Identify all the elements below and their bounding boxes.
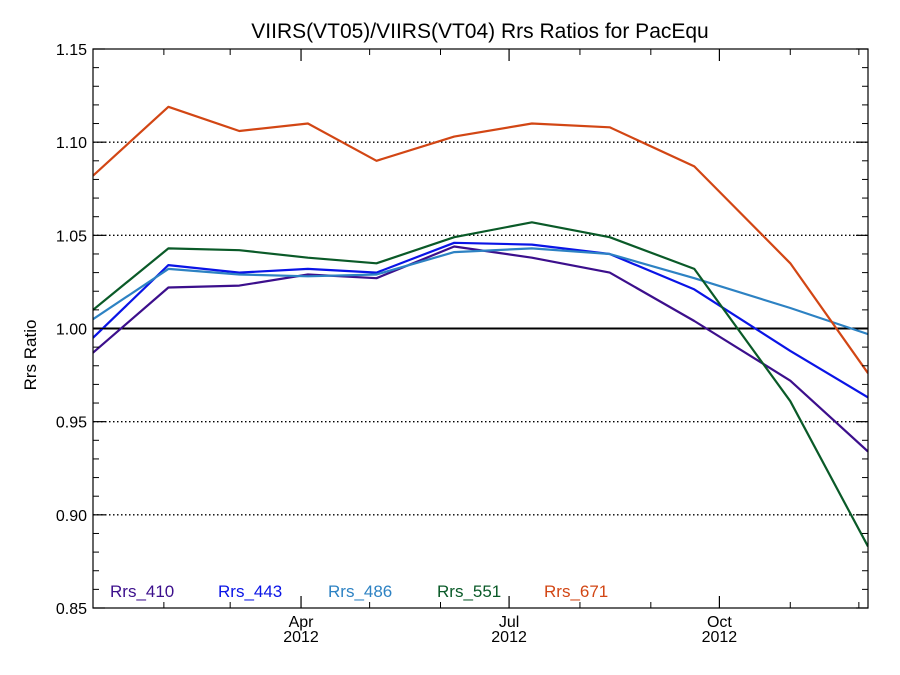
x-tick-year-oct: 2012 bbox=[702, 629, 738, 646]
series-line-rrs-443 bbox=[93, 241, 868, 399]
plot-frame bbox=[92, 48, 869, 609]
y-tick-label-0.90: 0.90 bbox=[56, 508, 87, 525]
legend-entry-rrs-486: Rrs_486 bbox=[328, 582, 392, 601]
legend: Rrs_410 Rrs_443 Rrs_486 Rrs_551 Rrs_671 bbox=[110, 582, 608, 601]
x-tick-year-apr: 2012 bbox=[283, 629, 319, 646]
legend-entry-rrs-443: Rrs_443 bbox=[218, 582, 282, 601]
legend-entry-rrs-551: Rrs_551 bbox=[437, 582, 501, 601]
gridlines bbox=[93, 141, 868, 516]
tick-labels: 0.850.900.951.001.051.101.15Apr2012Jul20… bbox=[56, 42, 737, 646]
y-tick-label-1.05: 1.05 bbox=[56, 228, 87, 245]
y-tick-label-1.15: 1.15 bbox=[56, 42, 87, 59]
y-tick-label-1.00: 1.00 bbox=[56, 322, 87, 339]
legend-entry-rrs-410: Rrs_410 bbox=[110, 582, 174, 601]
legend-entry-rrs-671: Rrs_671 bbox=[544, 582, 608, 601]
x-tick-label-jul: Jul bbox=[499, 614, 519, 631]
y-tick-label-0.95: 0.95 bbox=[56, 415, 87, 432]
y-axis-label: Rrs Ratio bbox=[21, 320, 40, 391]
y-tick-label-1.10: 1.10 bbox=[56, 135, 87, 152]
series-line-rrs-486 bbox=[93, 247, 868, 336]
series-line-rrs-671 bbox=[93, 105, 868, 374]
y-tick-label-0.85: 0.85 bbox=[56, 601, 87, 618]
chart-title: VIIRS(VT05)/VIIRS(VT04) Rrs Ratios for P… bbox=[251, 20, 708, 43]
series-line-rrs-551 bbox=[93, 221, 868, 548]
x-tick-label-oct: Oct bbox=[707, 614, 732, 631]
x-tick-label-apr: Apr bbox=[289, 614, 315, 631]
series-line-rrs-410 bbox=[93, 245, 868, 453]
series-lines bbox=[93, 105, 868, 548]
x-tick-year-jul: 2012 bbox=[491, 629, 527, 646]
